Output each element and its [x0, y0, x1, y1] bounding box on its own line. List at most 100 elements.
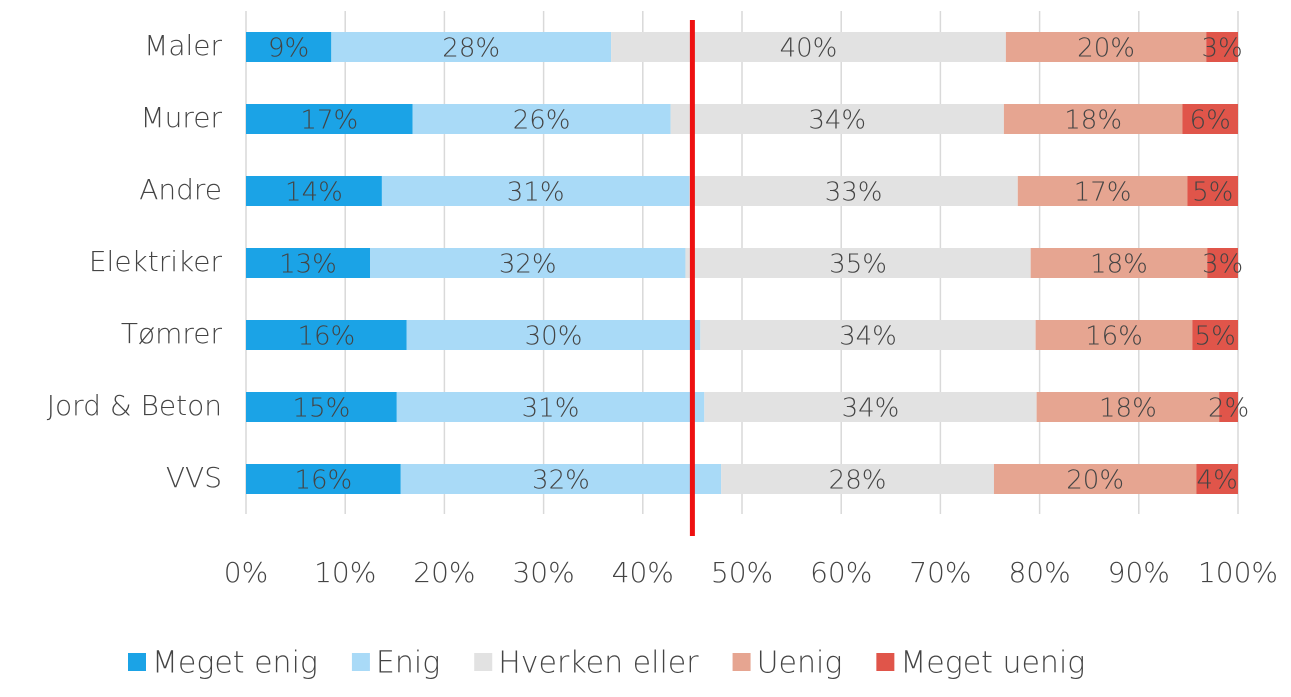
bar-segment — [1219, 392, 1238, 422]
legend: Meget enig Enig Hverken eller Uenig Meget ue… — [128, 646, 1085, 681]
bar-segment — [611, 32, 1006, 62]
bar-segment — [1003, 104, 1183, 134]
legend-label: Uenig — [757, 646, 843, 681]
bar-segment — [1196, 464, 1238, 494]
bar-segment — [406, 320, 701, 350]
data-label: 20% — [1066, 466, 1124, 496]
data-label: 35% — [829, 250, 887, 280]
data-label: 5% — [1192, 178, 1233, 208]
legend-label: Enig — [376, 646, 440, 681]
bar-segment — [1207, 248, 1238, 278]
data-label: 16% — [1085, 322, 1143, 352]
y-tick-label: VVS — [166, 461, 222, 494]
legend-label: Meget uenig — [900, 646, 1085, 681]
bar-segment — [1192, 320, 1238, 350]
x-tick-label: 10% — [314, 556, 376, 589]
x-tick-label: 50% — [711, 556, 773, 589]
bar-segment — [246, 104, 413, 134]
bar-segment — [246, 248, 370, 278]
data-label: 40% — [780, 34, 838, 64]
data-label: 34% — [808, 106, 866, 136]
data-label: 30% — [525, 322, 583, 352]
bar-segment — [670, 104, 1004, 134]
legend-label: Meget enig — [152, 646, 318, 681]
bar-segment — [246, 392, 397, 422]
x-tick-label: 0% — [224, 556, 268, 589]
y-tick-label: Murer — [140, 101, 222, 134]
y-tick-label: Jord & Beton — [47, 389, 222, 422]
bar-segment — [1206, 32, 1238, 62]
data-label: 2% — [1208, 394, 1249, 424]
data-label: 3% — [1202, 250, 1243, 280]
legend-swatch — [732, 653, 751, 671]
x-tick-label: 30% — [512, 556, 574, 589]
data-label: 31% — [522, 394, 580, 424]
x-tick-label: 100% — [1198, 556, 1278, 589]
data-label: 13% — [279, 250, 337, 280]
legend-swatch — [474, 653, 493, 671]
bar-segment — [1036, 392, 1220, 422]
bar-segment — [246, 32, 332, 62]
data-label: 28% — [442, 34, 500, 64]
data-label: 34% — [839, 322, 897, 352]
bar-segment — [246, 176, 382, 206]
data-label: 16% — [294, 466, 352, 496]
data-label: 20% — [1077, 34, 1135, 64]
data-label: 32% — [532, 466, 590, 496]
x-tick-label: 20% — [413, 556, 475, 589]
x-tick-label: 60% — [810, 556, 872, 589]
data-label: 9% — [268, 34, 309, 64]
data-label: 31% — [507, 178, 565, 208]
legend-swatch — [876, 653, 895, 671]
data-label: 17% — [300, 106, 358, 136]
data-label: 18% — [1099, 394, 1157, 424]
bar-segment — [1035, 320, 1193, 350]
bar-segment — [412, 104, 671, 134]
legend-swatch — [128, 653, 146, 671]
legend-label: Hverken eller — [498, 646, 699, 681]
data-label: 3% — [1202, 34, 1243, 64]
data-label: 4% — [1197, 466, 1238, 496]
data-label: 28% — [829, 466, 887, 496]
bar-segment — [704, 392, 1037, 422]
y-tick-label: Andre — [139, 173, 222, 206]
x-tick-label: 90% — [1108, 556, 1170, 589]
bar-segment — [331, 32, 612, 62]
data-label: 16% — [297, 322, 355, 352]
x-tick-label: 40% — [612, 556, 674, 589]
bar-segment — [1030, 248, 1208, 278]
data-label: 5% — [1195, 322, 1236, 352]
bar-segment — [1005, 32, 1207, 62]
bar-segment — [246, 320, 407, 350]
bar-segment — [246, 464, 401, 494]
data-label: 6% — [1190, 106, 1231, 136]
data-label: 34% — [842, 394, 900, 424]
x-tick-label: 80% — [1008, 556, 1070, 589]
bar-segment — [1187, 176, 1238, 206]
data-label: 26% — [513, 106, 571, 136]
bar-segment — [685, 248, 1031, 278]
data-label: 15% — [292, 394, 350, 424]
data-label: 17% — [1074, 178, 1132, 208]
data-label: 18% — [1064, 106, 1122, 136]
y-tick-label: Maler — [144, 29, 222, 62]
bar-segment — [1182, 104, 1238, 134]
y-tick-label: Tømrer — [121, 317, 223, 350]
bar-segment — [689, 176, 1018, 206]
x-tick-label: 70% — [909, 556, 971, 589]
bar-segment — [370, 248, 686, 278]
bar-segment — [396, 392, 705, 422]
y-tick-label: Elektriker — [89, 245, 223, 278]
data-label: 18% — [1090, 250, 1148, 280]
legend-swatch — [351, 653, 370, 671]
data-label: 33% — [825, 178, 883, 208]
bar-segment — [721, 464, 994, 494]
bar-segment — [1017, 176, 1188, 206]
data-label: 32% — [499, 250, 557, 280]
bar-segment — [700, 320, 1036, 350]
bar-segment — [400, 464, 722, 494]
bar-segment — [381, 176, 690, 206]
data-label: 14% — [285, 178, 343, 208]
bar-segment — [993, 464, 1197, 494]
